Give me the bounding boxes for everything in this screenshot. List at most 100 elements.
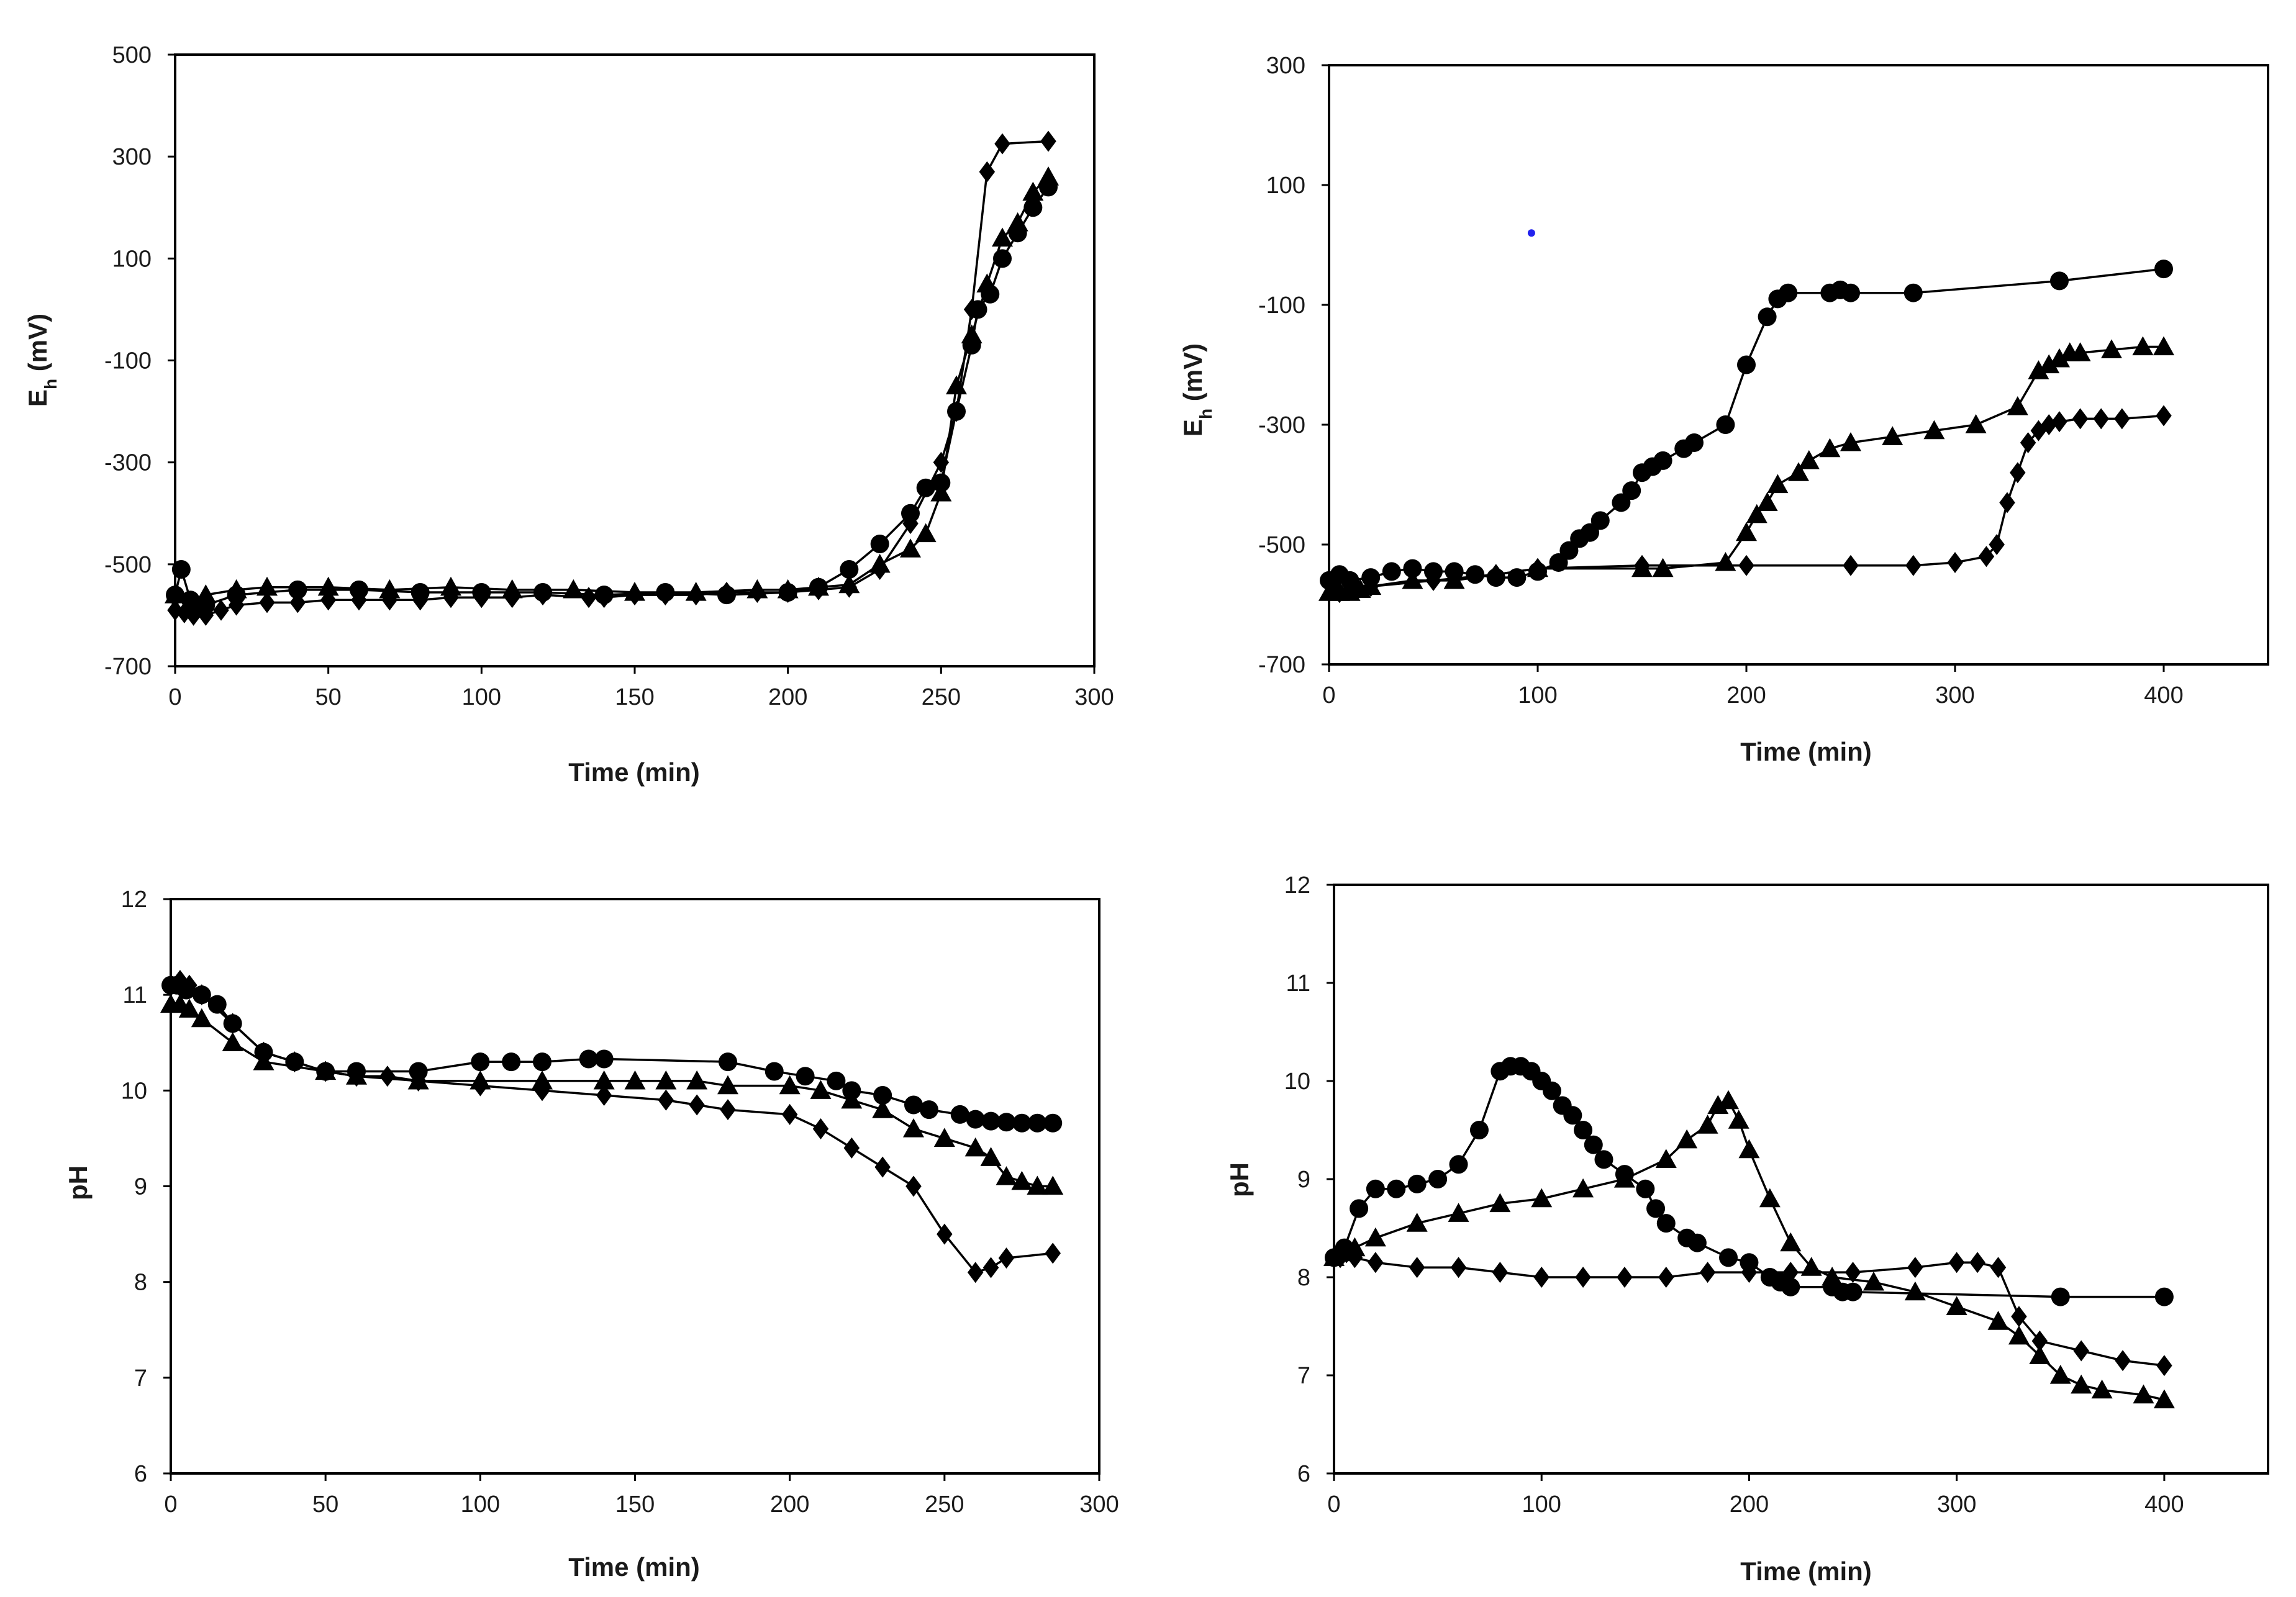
y-axis-label-eh-b: Eh (mV): [1178, 343, 1215, 437]
x-axis-label-ph-b: Time (min): [1740, 1557, 1872, 1586]
data-point-circle: [1350, 1199, 1369, 1218]
y-tick-label: -700: [1258, 652, 1305, 678]
data-point-triangle: [2132, 336, 2154, 356]
data-point-circle: [1737, 355, 1756, 374]
data-point-triangle: [1728, 1110, 1749, 1129]
data-point-diamond: [720, 1099, 736, 1121]
data-point-diamond: [1409, 1257, 1425, 1278]
data-point-diamond: [185, 604, 202, 626]
series-diamond: [1321, 405, 2172, 604]
data-point-triangle: [165, 584, 186, 604]
data-point-circle: [502, 1052, 521, 1072]
data-point-triangle: [178, 998, 200, 1018]
data-point-triangle: [841, 1089, 863, 1109]
data-point-diamond: [657, 584, 674, 606]
data-point-triangle: [1822, 1267, 1843, 1286]
y-tick-label: -300: [104, 450, 152, 476]
data-point-diamond: [379, 1065, 396, 1087]
data-point-diamond: [994, 133, 1010, 155]
data-point-triangle: [1780, 1232, 1802, 1252]
data-point-triangle: [1819, 438, 1841, 458]
data-point-triangle: [1788, 462, 1809, 481]
data-point-triangle: [532, 1070, 553, 1090]
data-point-triangle: [1402, 569, 1423, 589]
data-point-circle: [1012, 1113, 1032, 1133]
data-point-circle: [1685, 433, 1704, 452]
data-point-triangle: [903, 1118, 924, 1138]
data-point-triangle: [900, 538, 921, 558]
data-point-circle: [1366, 1179, 1385, 1198]
y-tick-label: -300: [1258, 412, 1305, 438]
data-point-triangle: [1697, 1115, 1718, 1134]
data-point-diamond: [689, 1094, 705, 1116]
data-point-triangle: [1007, 212, 1028, 232]
y-axis-label-ph-a: pH: [63, 1165, 93, 1200]
x-tick-label: 0: [1327, 1491, 1340, 1518]
data-point-diamond: [1699, 1262, 1716, 1283]
data-point-diamond: [1658, 1267, 1674, 1288]
data-point-diamond: [1782, 1262, 1799, 1283]
series-diamond: [163, 970, 1061, 1283]
x-tick-label: 0: [164, 1491, 177, 1518]
data-point-diamond: [812, 1118, 829, 1139]
data-point-diamond: [581, 587, 597, 608]
data-point-circle: [1466, 565, 1485, 584]
data-point-circle: [1028, 1113, 1047, 1133]
x-axis-eh-a: 0 50 100 150 200 250 300: [168, 666, 1114, 710]
data-point-triangle: [563, 579, 584, 599]
data-point-diamond: [2041, 414, 2057, 435]
data-point-diamond: [1907, 1257, 1923, 1278]
data-point-diamond: [979, 161, 996, 183]
data-point-diamond: [410, 1070, 427, 1092]
data-point-triangle: [915, 523, 937, 543]
data-point-triangle: [195, 584, 217, 604]
data-point-circle: [1594, 1150, 1613, 1169]
data-point-circle: [1841, 283, 1860, 302]
data-point-triangle: [2153, 1389, 2175, 1409]
y-tick-label: 300: [112, 144, 152, 170]
data-point-circle: [2050, 271, 2069, 291]
data-point-diamond: [412, 589, 429, 611]
data-point-triangle: [256, 576, 278, 596]
data-point-triangle: [964, 1137, 986, 1157]
series-diamond: [1326, 1242, 2172, 1377]
data-point-diamond: [1738, 554, 1754, 576]
data-point-diamond: [933, 451, 950, 473]
data-point-triangle: [2133, 1384, 2154, 1404]
data-point-triangle: [222, 1032, 243, 1051]
data-point-triangle: [1840, 432, 1861, 451]
x-tick-label: 100: [1518, 682, 1557, 708]
y-axis-ph-b: 6 7 8 9 10 11 12: [1284, 872, 1334, 1487]
data-point-circle: [1428, 1170, 1448, 1188]
data-point-triangle: [779, 1075, 801, 1095]
data-point-circle: [1407, 1174, 1427, 1193]
data-point-diamond: [874, 1156, 891, 1178]
y-tick-label: -100: [1258, 292, 1305, 319]
data-point-diamond: [1045, 1242, 1061, 1264]
data-point-triangle: [1676, 1129, 1698, 1149]
data-point-triangle: [1946, 1296, 1967, 1315]
data-point-diamond: [1969, 1252, 1985, 1274]
data-point-triangle: [2049, 1365, 2071, 1384]
data-point-diamond: [902, 513, 919, 535]
data-point-diamond: [1341, 579, 1358, 600]
data-point-diamond: [1843, 554, 1859, 576]
data-point-triangle: [1022, 181, 1044, 201]
data-point-triangle: [1364, 1227, 1386, 1247]
data-point-diamond: [255, 1041, 272, 1063]
data-point-diamond: [937, 1223, 953, 1245]
data-point-circle: [579, 1049, 598, 1069]
y-tick-label: 10: [121, 1078, 147, 1104]
x-axis-label-eh-a: Time (min): [568, 758, 700, 787]
data-point-circle: [1584, 1135, 1603, 1154]
data-point-circle: [840, 560, 859, 579]
data-point-circle: [1843, 1282, 1863, 1301]
y-tick-label: 6: [134, 1461, 147, 1487]
series-layer-ph-a: [160, 970, 1064, 1283]
data-point-triangle: [1572, 1178, 1594, 1198]
y-tick-label: 7: [1297, 1363, 1310, 1389]
data-point-diamond: [1947, 551, 1963, 573]
data-point-triangle: [992, 227, 1013, 247]
x-tick-label: 300: [1079, 1491, 1119, 1518]
y-tick-label: 6: [1297, 1461, 1310, 1487]
